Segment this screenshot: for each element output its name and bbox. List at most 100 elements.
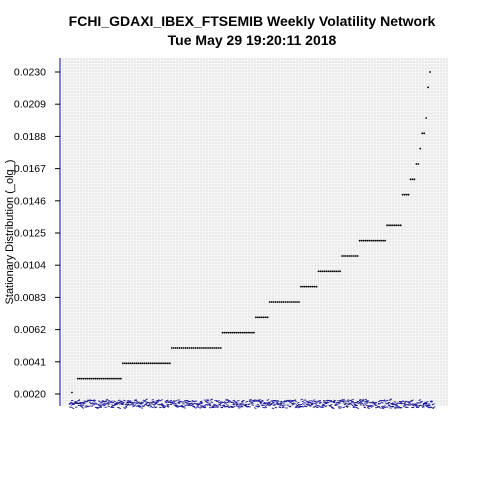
y-tick-label: 0.0062 bbox=[14, 324, 46, 336]
rug-mark bbox=[338, 407, 341, 410]
data-point bbox=[168, 362, 171, 365]
rug-mark bbox=[156, 399, 160, 401]
data-point bbox=[200, 347, 203, 349]
rug-mark bbox=[403, 405, 406, 407]
rug-mark bbox=[101, 400, 104, 402]
rug-mark bbox=[74, 401, 78, 404]
rug-mark bbox=[124, 403, 128, 406]
rug-mark bbox=[306, 403, 310, 406]
rug-mark bbox=[432, 406, 436, 408]
data-point bbox=[364, 239, 367, 242]
data-point bbox=[149, 362, 152, 365]
data-point bbox=[268, 301, 271, 303]
data-point bbox=[143, 362, 146, 365]
rug-mark bbox=[218, 401, 221, 404]
data-point bbox=[110, 377, 112, 380]
rug-mark bbox=[80, 405, 83, 408]
rug-mark bbox=[268, 401, 272, 404]
rug-mark bbox=[176, 404, 180, 407]
rug-mark bbox=[150, 402, 153, 404]
rug-mark bbox=[249, 398, 252, 401]
rug-mark bbox=[324, 405, 328, 408]
data-point bbox=[94, 377, 97, 380]
data-point bbox=[108, 377, 111, 380]
rug-mark bbox=[391, 405, 395, 408]
chart-subtitle: Tue May 29 19:20:11 2018 bbox=[168, 32, 337, 48]
rug-mark bbox=[273, 399, 277, 402]
rug-mark bbox=[229, 401, 233, 404]
chart-title: FCHI_GDAXI_IBEX_FTSEMIB Weekly Volatilit… bbox=[69, 13, 436, 29]
data-point bbox=[135, 362, 138, 365]
data-point bbox=[174, 347, 177, 349]
data-point bbox=[180, 347, 183, 349]
rug-mark bbox=[301, 405, 305, 408]
rug-mark bbox=[199, 402, 203, 405]
data-point bbox=[106, 377, 109, 380]
data-point bbox=[71, 391, 73, 394]
rug-mark bbox=[378, 402, 382, 405]
rug-mark bbox=[389, 398, 392, 401]
data-point bbox=[96, 377, 99, 380]
data-point bbox=[121, 362, 124, 365]
data-point bbox=[303, 285, 306, 288]
data-point bbox=[176, 347, 179, 349]
data-point bbox=[221, 331, 224, 334]
rug-mark bbox=[412, 406, 415, 409]
data-point bbox=[315, 285, 318, 288]
rug-mark bbox=[142, 399, 146, 402]
rug-mark bbox=[223, 401, 227, 404]
data-point bbox=[417, 163, 420, 165]
rug-mark bbox=[105, 398, 109, 401]
rug-mark bbox=[121, 403, 125, 406]
rug-mark bbox=[399, 407, 402, 409]
data-point bbox=[243, 331, 246, 334]
data-points bbox=[71, 71, 431, 394]
data-point bbox=[119, 377, 122, 380]
data-point bbox=[401, 193, 404, 196]
rug-mark bbox=[342, 406, 346, 409]
data-point bbox=[376, 239, 379, 242]
data-point bbox=[419, 147, 422, 150]
rug-mark bbox=[210, 398, 213, 401]
data-point bbox=[196, 347, 199, 349]
rug-mark bbox=[185, 401, 188, 404]
data-point bbox=[296, 301, 298, 303]
rug-mark bbox=[256, 403, 260, 406]
rug-mark bbox=[296, 401, 300, 404]
rug-mark bbox=[360, 400, 363, 403]
rug-mark bbox=[329, 404, 333, 406]
rug-mark bbox=[190, 402, 193, 404]
rug-mark bbox=[264, 405, 268, 407]
rug-mark bbox=[418, 404, 421, 407]
rug-mark bbox=[204, 403, 208, 406]
data-point bbox=[157, 362, 159, 365]
rug-mark bbox=[214, 404, 218, 406]
rug-mark bbox=[188, 400, 192, 403]
rug-mark bbox=[298, 405, 301, 408]
data-point bbox=[372, 239, 375, 242]
data-point bbox=[86, 377, 89, 380]
rug-mark bbox=[141, 401, 144, 404]
data-point bbox=[145, 362, 148, 365]
rug-mark bbox=[309, 402, 313, 404]
rug-mark bbox=[77, 399, 81, 402]
rug-mark bbox=[166, 404, 170, 407]
rug-mark bbox=[301, 401, 305, 403]
data-point bbox=[116, 377, 118, 380]
data-point bbox=[192, 347, 195, 349]
y-tick-label: 0.0188 bbox=[14, 131, 46, 143]
rug-mark bbox=[225, 398, 228, 401]
y-tick-label: 0.0230 bbox=[14, 67, 46, 79]
y-tick-label: 0.0125 bbox=[14, 228, 46, 240]
data-point bbox=[194, 347, 197, 349]
rug-mark bbox=[276, 399, 279, 402]
rug-mark bbox=[145, 398, 148, 401]
rug-mark bbox=[252, 399, 256, 401]
rug-mark bbox=[424, 401, 428, 404]
data-point bbox=[210, 347, 212, 349]
data-point bbox=[213, 347, 216, 349]
data-point bbox=[170, 347, 173, 349]
data-point bbox=[114, 377, 116, 380]
rug-mark bbox=[115, 402, 119, 405]
rug-mark bbox=[73, 400, 77, 403]
